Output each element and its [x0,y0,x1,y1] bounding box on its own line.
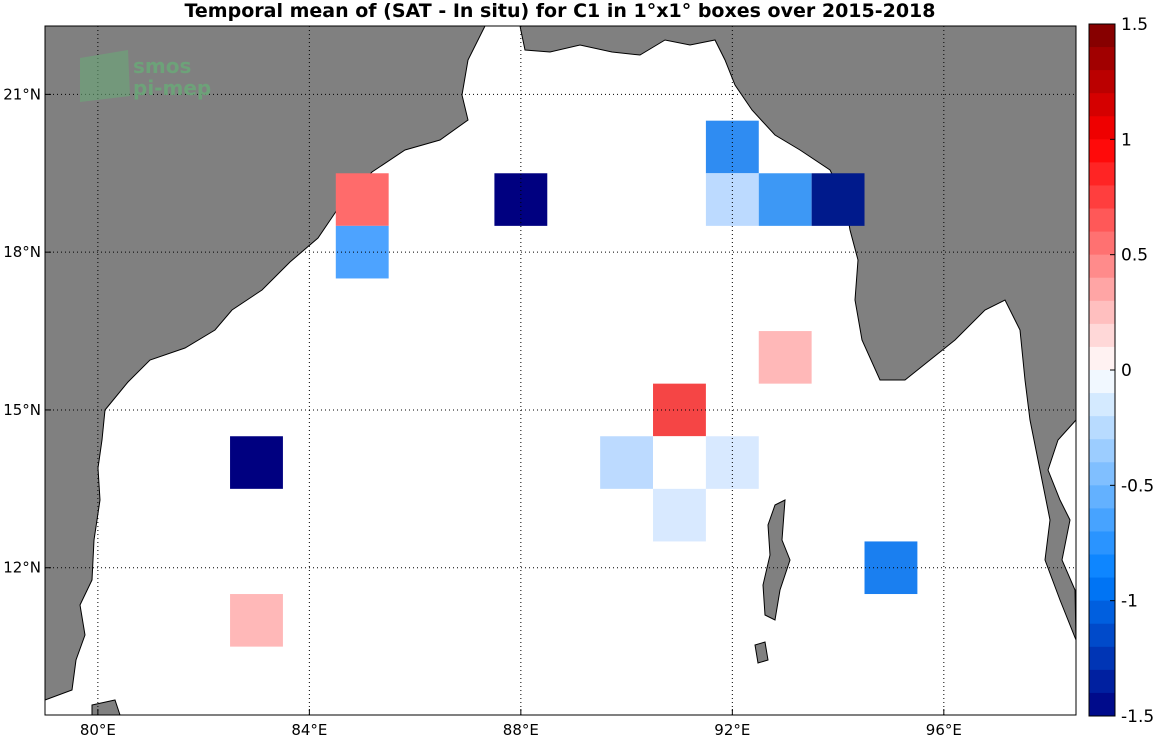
colorbar-segment [1089,185,1115,210]
lon-axis: 80°E 84°E 88°E 92°E 96°E [80,709,962,738]
colorbar-segment [1089,346,1115,371]
land-masses [44,25,1077,716]
logo-line1: smos [133,54,191,78]
colorbar-segment [1089,554,1115,579]
land-india [44,25,486,701]
logo-mark [80,50,130,102]
colorbar-segment [1089,24,1115,48]
logo-line2: pi-mep [133,76,211,100]
colorbar-segment [1089,116,1115,140]
colorbar [1088,23,1116,717]
colorbar-segment [1089,162,1115,186]
data-cell [653,488,706,542]
colorbar-segment [1089,416,1115,440]
lon-tick-label: 84°E [291,721,327,738]
colorbar-segment [1089,323,1115,348]
smos-pimep-logo: smos pi-mep [80,50,211,102]
colorbar-ticks: 1.5 1 0.5 0 -0.5 -1 -1.5 [1110,15,1154,727]
colorbar-segment [1089,231,1115,256]
colorbar-segment [1089,393,1115,417]
lat-tick-label: 21°N [3,85,41,103]
lat-axis: 12°N 15°N 18°N 21°N [3,85,51,577]
colorbar-segment [1089,692,1115,717]
colorbar-tick-label: 1 [1121,130,1132,150]
colorbar-segment [1089,370,1115,394]
data-cell [705,173,759,226]
data-cell [653,436,706,489]
colorbar-segment [1089,208,1115,233]
data-cell [494,173,548,226]
data-cell [758,331,812,384]
colorbar-segment [1089,70,1115,94]
colorbar-tick-label: 1.5 [1121,15,1148,35]
data-cell [758,173,812,226]
lon-tick-label: 92°E [714,721,750,738]
land-myanmar [519,25,1077,641]
data-cell [230,594,283,647]
colorbar-tick-label: -1 [1121,592,1138,612]
lat-tick-label: 18°N [3,243,41,261]
cells-layer [230,120,918,647]
colorbar-segment [1089,623,1115,648]
lat-tick-label: 12°N [3,559,41,577]
colorbar-tick-label: 0.5 [1121,246,1148,266]
lon-tick-label: 80°E [80,721,116,738]
lon-tick-label: 88°E [503,721,539,738]
lat-tick-label: 15°N [3,401,41,419]
map-title: Temporal mean of (SAT - In situ) for C1 … [184,0,936,22]
colorbar-tick-label: 0 [1121,361,1132,381]
land-island-b [754,641,769,664]
colorbar-segment [1089,531,1115,556]
colorbar-tick-label: -1.5 [1121,707,1154,727]
colorbar-segment [1089,139,1115,163]
colorbar-segment [1089,646,1115,671]
colorbar-segment [1089,439,1115,463]
colorbar-segment [1089,47,1115,71]
colorbar-segment [1089,577,1115,602]
grid-lines [45,26,1076,715]
colorbar-tick-label: -0.5 [1121,476,1154,496]
colorbar-segment [1089,669,1115,694]
colorbar-segment [1089,277,1115,302]
colorbar-segment [1089,485,1115,509]
colorbar-segment [1089,93,1115,117]
data-cell [600,436,654,489]
colorbar-segment [1089,600,1115,625]
map-frame [44,25,1077,716]
lon-tick-label: 96°E [926,721,962,738]
data-cell [811,173,865,226]
colorbar-segment [1089,508,1115,532]
colorbar-segment [1089,254,1115,279]
data-cell [230,436,283,489]
colorbar-segment [1089,300,1115,325]
data-cell [335,173,389,226]
colorbar-segment [1089,462,1115,486]
land-island-a [762,499,791,621]
data-cell [335,225,389,279]
